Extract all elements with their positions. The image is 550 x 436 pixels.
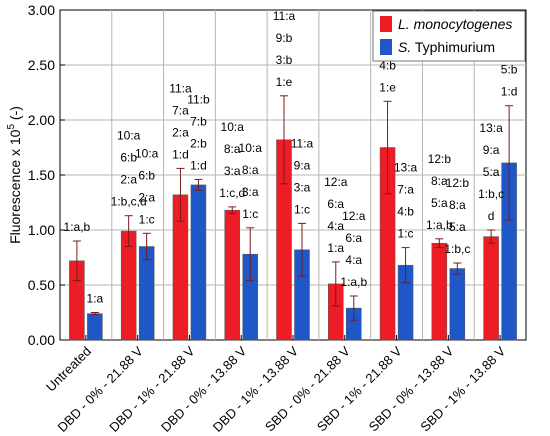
x-tick-label: DBD - 1% - 21.88 V: [106, 343, 198, 435]
significance-label: 6:b: [138, 168, 155, 182]
x-tick-label: DBD - 0% - 21.88 V: [54, 343, 146, 435]
significance-label: 7:b: [190, 114, 207, 128]
significance-label: 12:a: [324, 175, 348, 189]
significance-label: 4:a: [345, 253, 362, 267]
significance-label: 1:c: [242, 207, 258, 221]
significance-label: 5:b: [501, 63, 518, 77]
bar: [138, 246, 155, 341]
significance-label: 9:b: [276, 31, 293, 45]
x-tick-label: DBD - 1% - 13.88 V: [210, 343, 302, 435]
significance-label: 8:a: [449, 198, 466, 212]
significance-label: 1:a,b: [340, 275, 367, 289]
significance-label: 7:a: [172, 103, 189, 117]
significance-label: 13:a: [479, 121, 503, 135]
significance-label: 5:a: [449, 220, 466, 234]
bar: [483, 236, 499, 341]
significance-label: 9:a: [294, 158, 311, 172]
significance-label: 12:b: [428, 152, 452, 166]
significance-label: 6:a: [327, 197, 344, 211]
y-tick-label: 3.00: [28, 2, 55, 18]
significance-label: 11:a: [169, 81, 192, 95]
significance-label: 12:a: [342, 209, 366, 223]
significance-label: 1:c: [139, 212, 155, 226]
significance-label: 1:e: [276, 75, 293, 89]
significance-label: 13:a: [394, 161, 418, 175]
bar: [449, 268, 466, 341]
significance-label: 11:b: [187, 92, 210, 106]
significance-label: 10:a: [117, 129, 141, 143]
significance-label: 5:a: [483, 165, 500, 179]
significance-label: 11:a: [291, 136, 314, 150]
legend-label-s-typhimurium: S. Typhimurium: [398, 39, 495, 55]
significance-label: 1:c: [398, 227, 414, 241]
significance-label: 12:b: [446, 176, 470, 190]
significance-label: 9:a: [483, 143, 500, 157]
legend: L. monocytogenes S. Typhimurium: [372, 10, 526, 62]
significance-label: 6:a: [345, 231, 362, 245]
significance-label: 1:c,d: [219, 186, 245, 200]
significance-label: 1:b,c,d: [111, 195, 147, 209]
significance-label: 10:a: [239, 141, 263, 155]
y-tick-label: 2.50: [28, 57, 55, 73]
y-axis-title-superscript: 5: [6, 124, 17, 130]
legend-swatch-s-typhimurium: [380, 39, 392, 55]
y-tick-label: 0.50: [28, 277, 55, 293]
legend-box: [372, 10, 526, 62]
y-tick-label: 2.00: [28, 112, 55, 128]
annotations: 1:a,b10:a6:b2:a1:b,c,d11:a7:a2:a1:d10:a8…: [64, 9, 522, 306]
significance-label: 10:a: [221, 120, 245, 134]
significance-label: 1:d: [172, 147, 189, 161]
significance-label: 4:b: [397, 205, 414, 219]
y-tick-label: 1.00: [28, 222, 55, 238]
significance-label: 2:a: [120, 173, 137, 187]
significance-label: 8:a: [242, 163, 259, 177]
significance-label: 5:a: [431, 196, 448, 210]
significance-label: 1:e: [379, 80, 396, 94]
significance-label: d: [488, 209, 495, 223]
significance-label: 6:b: [120, 151, 137, 165]
significance-label: 1:c: [294, 202, 310, 216]
bar: [431, 242, 448, 341]
significance-label: 8:a: [431, 174, 448, 188]
significance-label: 1:b,c: [444, 242, 470, 256]
error-bars: [72, 95, 514, 321]
significance-label: 8:a: [224, 142, 241, 156]
y-tick-label: 0.00: [28, 332, 55, 348]
bar: [120, 230, 137, 341]
significance-label: 1:b,c: [478, 187, 504, 201]
x-tick-label: DBD - 0% - 13.88 V: [158, 343, 250, 435]
legend-swatch-l-monocytogenes: [380, 16, 392, 32]
x-tick-label: Untreated: [43, 344, 94, 395]
grid-lines: [60, 10, 526, 340]
significance-label: 3:a: [242, 185, 259, 199]
bar: [190, 184, 207, 341]
significance-label: 7:a: [397, 183, 414, 197]
significance-label: 10:a: [135, 146, 159, 160]
significance-label: 3:a: [294, 180, 311, 194]
significance-label: 2:a: [172, 125, 189, 139]
y-axis-title-unit: (-): [7, 106, 23, 124]
significance-label: 2:a: [138, 190, 155, 204]
y-tick-label: 1.50: [28, 167, 55, 183]
significance-label: 4:a: [327, 219, 344, 233]
significance-label: 4:b: [379, 58, 396, 72]
legend-label-l-monocytogenes: L. monocytogenes: [398, 16, 512, 32]
y-axis: 0.00 0.50 1.00 1.50 2.00 2.50 3.00: [28, 2, 65, 348]
significance-label: 2:b: [190, 136, 207, 150]
significance-label: 1:d: [190, 158, 207, 172]
significance-label: 1:a: [327, 241, 344, 255]
bar: [224, 209, 240, 341]
significance-label: 3:a: [224, 164, 241, 178]
significance-label: 1:a,b: [64, 220, 91, 234]
significance-label: 1:a,b: [426, 218, 453, 232]
significance-label: 11:a: [273, 9, 296, 23]
significance-label: 1:d: [501, 85, 518, 99]
y-axis-title: Fluorescence x 105 (-): [6, 106, 23, 244]
significance-label: 1:a: [87, 292, 104, 306]
bar: [87, 313, 103, 341]
significance-label: 3:b: [276, 53, 293, 67]
